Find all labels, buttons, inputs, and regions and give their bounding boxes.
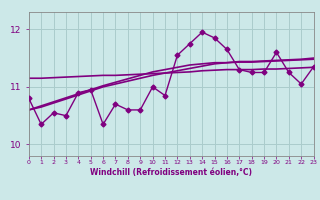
X-axis label: Windchill (Refroidissement éolien,°C): Windchill (Refroidissement éolien,°C) xyxy=(90,168,252,177)
